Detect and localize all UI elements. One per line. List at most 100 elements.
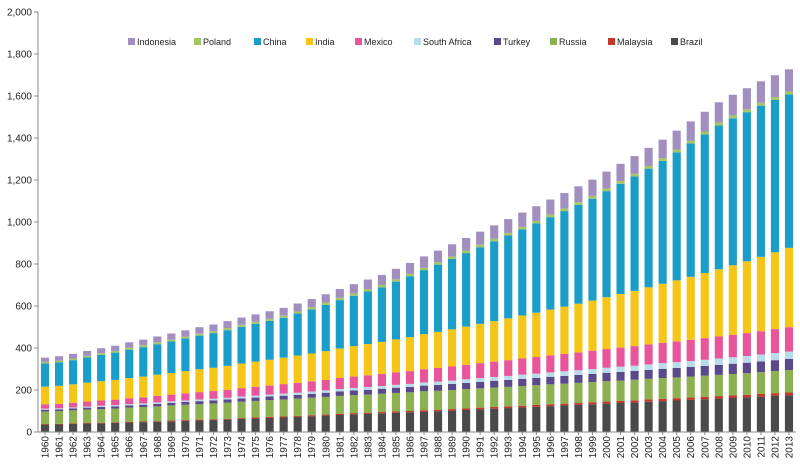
bar-russia-1993: [504, 386, 513, 407]
bar-russia-1982: [349, 395, 358, 414]
bar-mexico-1997: [560, 353, 569, 372]
bar-turkey-1977: [279, 395, 288, 400]
legend-swatch-china: [254, 38, 261, 45]
bar-china-1973: [223, 330, 232, 366]
bar-malaysia-1990: [462, 408, 471, 410]
bar-stack-2003: [644, 147, 653, 432]
bar-poland-1973: [223, 328, 232, 331]
bar-russia-2006: [686, 376, 695, 398]
bar-china-1979: [307, 309, 316, 354]
bar-china-1998: [574, 204, 583, 304]
bar-indonesia-2006: [686, 121, 695, 141]
bar-turkey-1999: [588, 373, 597, 383]
bar-indonesia-1989: [448, 244, 457, 257]
bar-turkey-2012: [770, 360, 780, 372]
bar-china-1967: [139, 347, 148, 377]
bar-malaysia-1992: [490, 407, 499, 409]
x-tick-label: 1982: [349, 436, 360, 459]
bar-brazil-1965: [111, 422, 120, 432]
x-tick-label: 1981: [335, 436, 346, 459]
bar-malaysia-2009: [728, 395, 737, 398]
bar-malaysia-1988: [433, 409, 443, 412]
bar-mexico-1979: [307, 381, 316, 392]
bar-malaysia-2001: [616, 400, 625, 404]
bar-indonesia-2000: [602, 171, 611, 189]
x-tick-label: 1969: [167, 436, 178, 459]
x-tick-label: 2008: [714, 436, 725, 459]
bar-stack-1992: [490, 225, 499, 432]
bar-poland-1969: [167, 339, 176, 342]
bar-stack-1987: [419, 256, 429, 432]
bar-turkey-1990: [462, 382, 471, 390]
bar-south-africa-1985: [391, 384, 401, 388]
bar-malaysia-1994: [518, 405, 527, 408]
bar-indonesia-1968: [153, 336, 162, 343]
bar-turkey-1972: [209, 400, 218, 404]
x-tick-label: 1984: [377, 436, 388, 459]
x-tick-label: 1962: [69, 436, 80, 459]
bar-turkey-1975: [251, 397, 260, 401]
bar-stack-1964: [97, 348, 106, 432]
x-tick-label: 2012: [770, 436, 781, 459]
bar-stack-1972: [209, 324, 218, 432]
bar-brazil-1972: [209, 420, 218, 432]
bar-mexico-1990: [462, 364, 471, 380]
bar-russia-1970: [181, 404, 190, 421]
bar-russia-1999: [588, 382, 597, 403]
bar-south-africa-1972: [209, 398, 218, 401]
bar-indonesia-1995: [532, 206, 541, 221]
bar-china-1962: [69, 360, 78, 385]
x-tick-label: 1968: [153, 436, 164, 459]
bar-south-africa-1991: [476, 378, 485, 382]
bar-india-1982: [349, 346, 358, 377]
bar-china-1982: [349, 295, 358, 347]
bar-russia-2002: [630, 379, 639, 401]
bar-mexico-1998: [574, 352, 583, 371]
bar-stack-1996: [546, 199, 555, 432]
bar-mexico-1982: [349, 376, 358, 388]
bar-russia-2013: [784, 370, 794, 393]
bar-india-2007: [700, 273, 709, 339]
bar-indonesia-1973: [223, 321, 232, 329]
bar-indonesia-1979: [307, 299, 316, 308]
bar-russia-1972: [209, 403, 218, 420]
bar-indonesia-1977: [279, 307, 288, 316]
bar-russia-1979: [307, 397, 316, 416]
bar-india-1976: [265, 359, 274, 386]
bar-brazil-1978: [293, 416, 302, 432]
bar-poland-1994: [518, 226, 527, 230]
bar-china-1971: [195, 335, 204, 370]
bar-india-1979: [307, 353, 316, 382]
bar-malaysia-1967: [139, 421, 148, 423]
bar-malaysia-1995: [532, 404, 541, 407]
bar-south-africa-2003: [644, 364, 653, 370]
bar-turkey-2013: [784, 358, 794, 371]
x-tick-label: 1988: [434, 436, 445, 459]
bar-malaysia-1997: [560, 403, 569, 406]
bar-turkey-2011: [756, 361, 765, 373]
bar-brazil-1968: [153, 421, 162, 432]
bar-malaysia-2004: [658, 398, 667, 402]
bar-turkey-1986: [405, 386, 415, 393]
bar-russia-1998: [574, 382, 583, 404]
bar-mexico-1986: [405, 371, 415, 384]
bar-indonesia-1967: [139, 339, 148, 346]
bar-malaysia-1986: [405, 411, 415, 413]
bar-mexico-2000: [602, 349, 611, 368]
bar-brazil-1982: [349, 414, 358, 432]
x-tick-label: 2009: [728, 436, 739, 459]
bar-russia-1980: [321, 396, 330, 415]
bar-indonesia-2011: [756, 81, 765, 103]
bar-south-africa-1987: [419, 382, 429, 386]
bar-stack-1984: [377, 274, 386, 432]
bar-indonesia-1962: [69, 353, 78, 359]
bar-south-africa-1997: [560, 371, 569, 376]
bar-russia-2009: [728, 374, 737, 396]
bar-india-1983: [363, 344, 372, 376]
bar-mexico-2010: [742, 333, 751, 356]
bar-mexico-1967: [139, 397, 148, 404]
bar-brazil-1997: [560, 405, 569, 432]
x-tick-label: 1970: [181, 436, 192, 459]
bar-brazil-1996: [546, 406, 555, 432]
bar-south-africa-2009: [728, 357, 737, 364]
